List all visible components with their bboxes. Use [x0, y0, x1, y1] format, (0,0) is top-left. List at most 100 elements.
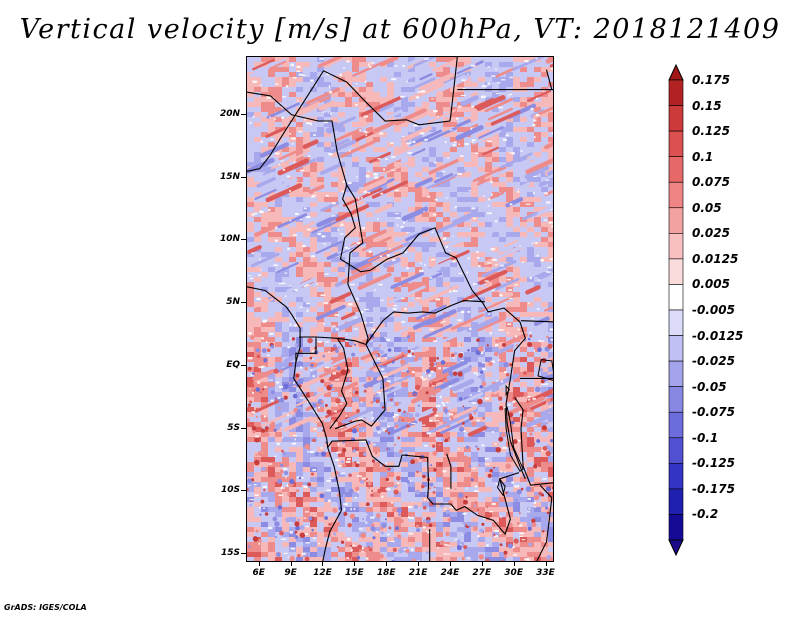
field-cell — [464, 102, 472, 108]
field-cell — [352, 87, 360, 93]
field-cell — [464, 122, 472, 128]
field-streak — [432, 57, 466, 72]
field-cell — [527, 202, 535, 208]
field-cell — [387, 292, 395, 298]
field-streak — [393, 327, 409, 336]
field-cell — [289, 277, 297, 283]
field-cell — [394, 467, 402, 473]
field-cell — [513, 512, 521, 518]
field-cell — [464, 542, 472, 548]
field-streak — [512, 57, 546, 71]
field-cell — [310, 452, 318, 458]
field-cell — [268, 467, 276, 473]
field-cell — [366, 317, 374, 323]
field-cell — [541, 412, 549, 418]
field-cell — [471, 242, 479, 248]
field-cell — [471, 497, 479, 503]
field-cell — [324, 182, 332, 188]
field-cell — [513, 382, 521, 388]
field-cell — [387, 497, 395, 503]
field-cell — [359, 407, 367, 413]
field-cell — [527, 147, 535, 153]
field-cell — [513, 457, 521, 463]
field-cell — [261, 352, 269, 358]
field-speckle — [391, 156, 396, 158]
field-speckle — [302, 74, 306, 77]
field-streak — [472, 130, 502, 145]
field-cell — [408, 517, 416, 523]
field-cell — [338, 367, 346, 373]
field-cell — [464, 277, 472, 283]
field-cell — [499, 507, 507, 513]
field-cell — [352, 117, 360, 123]
field-cell — [247, 67, 255, 73]
field-cell — [394, 332, 402, 338]
field-cell — [548, 277, 553, 283]
field-cell — [450, 497, 458, 503]
field-cell — [317, 307, 325, 313]
field-cell — [380, 472, 388, 478]
field-cell — [534, 282, 542, 288]
field-cell — [261, 72, 269, 78]
field-cell — [247, 272, 255, 278]
field-cell — [394, 212, 402, 218]
field-cell — [520, 467, 528, 473]
field-cell — [289, 292, 297, 298]
field-cell — [247, 152, 255, 158]
field-cell — [380, 312, 388, 318]
field-cell — [247, 387, 255, 393]
field-cell — [373, 357, 381, 363]
field-cell — [282, 72, 290, 78]
field-cell — [310, 72, 318, 78]
field-cell — [282, 547, 290, 553]
field-cell — [443, 157, 451, 163]
field-cell — [338, 297, 346, 303]
field-cell — [275, 92, 283, 98]
field-speckle — [504, 371, 507, 374]
field-cell — [464, 442, 472, 448]
field-speckle — [306, 302, 311, 305]
field-cell — [380, 542, 388, 548]
field-cell — [527, 207, 535, 213]
field-cell — [422, 152, 430, 158]
field-cell — [485, 137, 493, 143]
field-cell — [541, 102, 549, 108]
field-cell — [394, 372, 402, 378]
field-cell — [310, 322, 318, 328]
field-cell — [492, 157, 500, 163]
field-cell — [338, 552, 346, 558]
field-streak — [336, 128, 362, 141]
field-cell — [261, 112, 269, 118]
field-cell — [408, 182, 416, 188]
field-cell — [324, 377, 332, 383]
field-cell — [359, 512, 367, 518]
field-cell — [387, 537, 395, 543]
field-cell — [268, 202, 276, 208]
field-cell — [506, 102, 514, 108]
field-cell — [541, 302, 549, 308]
field-cell — [534, 182, 542, 188]
field-cell — [422, 147, 430, 153]
field-cell — [282, 162, 290, 168]
field-cell — [331, 347, 339, 353]
field-cell — [373, 517, 381, 523]
field-cell — [457, 457, 465, 463]
field-cell — [366, 212, 374, 218]
field-cell — [387, 327, 395, 333]
field-cell — [296, 277, 304, 283]
field-cell — [359, 432, 367, 438]
field-cell — [247, 507, 255, 513]
field-cell — [254, 312, 262, 318]
field-cell — [394, 102, 402, 108]
field-cell — [408, 272, 416, 278]
field-cell — [289, 332, 297, 338]
field-cell — [422, 172, 430, 178]
field-cell — [422, 422, 430, 428]
field-cell — [534, 302, 542, 308]
field-streak — [350, 262, 373, 274]
field-cell — [268, 357, 276, 363]
field-cell — [282, 482, 290, 488]
field-cell — [359, 337, 367, 343]
field-streak — [476, 95, 506, 111]
field-cell — [492, 457, 500, 463]
